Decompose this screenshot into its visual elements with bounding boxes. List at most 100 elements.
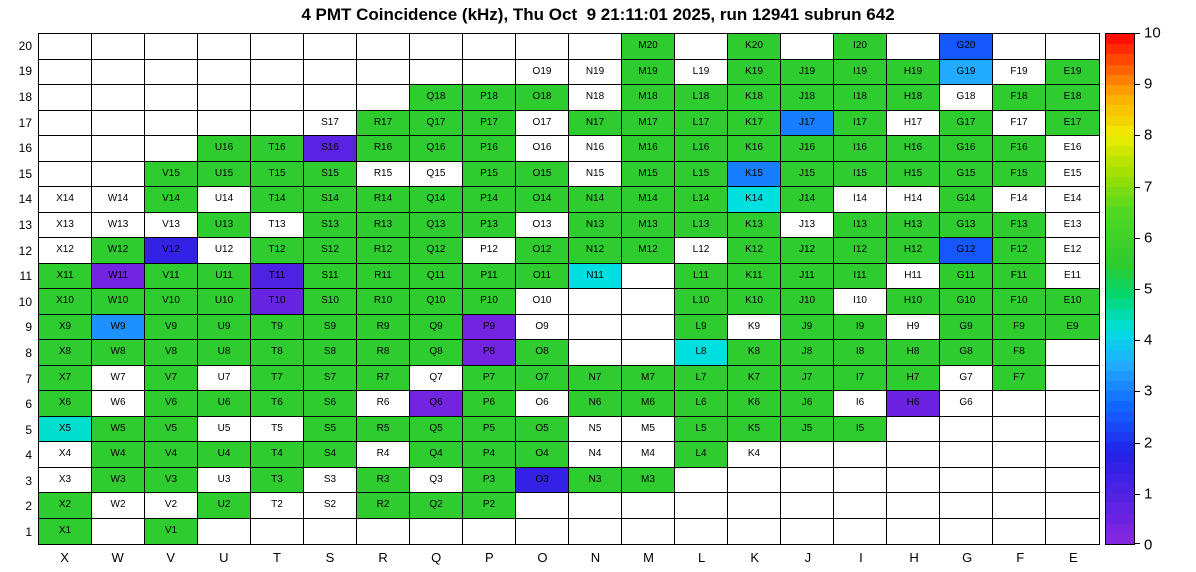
heatmap-cell: V13 [145, 212, 198, 238]
heatmap-cell: P9 [463, 314, 516, 340]
heatmap-cell: S6 [304, 391, 357, 417]
heatmap-cell: I20 [834, 34, 887, 60]
heatmap-cell [622, 289, 675, 315]
heatmap-cell: J7 [781, 365, 834, 391]
heatmap-cell: N18 [569, 85, 622, 111]
heatmap-cell [622, 314, 675, 340]
heatmap-cell: F9 [993, 314, 1046, 340]
y-axis-label: 20 [18, 38, 32, 53]
heatmap-cell: N19 [569, 59, 622, 85]
heatmap-cell: N5 [569, 416, 622, 442]
heatmap-cell: O15 [516, 161, 569, 187]
y-axis-label: 1 [25, 525, 32, 540]
heatmap-cell: L18 [675, 85, 728, 111]
y-axis-label: 10 [18, 294, 32, 309]
heatmap-cell: M6 [622, 391, 675, 417]
y-axis-label: 18 [18, 89, 32, 104]
colorbar-segment [1106, 442, 1134, 453]
heatmap-cell: F11 [993, 263, 1046, 289]
y-axis-label: 8 [25, 345, 32, 360]
heatmap-cell: R2 [357, 493, 410, 519]
heatmap-cell: L14 [675, 187, 728, 213]
heatmap-cell: U9 [198, 314, 251, 340]
heatmap-cell: R11 [357, 263, 410, 289]
heatmap-cell: Q9 [410, 314, 463, 340]
heatmap-cell [675, 34, 728, 60]
y-axis-label: 6 [25, 397, 32, 412]
heatmap-cell [357, 85, 410, 111]
heatmap-cell: M14 [622, 187, 675, 213]
colorbar-segment [1106, 391, 1134, 402]
heatmap-cell: W3 [92, 467, 145, 493]
x-axis-label: K [750, 550, 760, 565]
heatmap-cell: F15 [993, 161, 1046, 187]
heatmap-cell: K5 [728, 416, 781, 442]
heatmap-cell: S15 [304, 161, 357, 187]
heatmap-cell [728, 467, 781, 493]
heatmap-cell: X11 [39, 263, 92, 289]
heatmap-cell: L15 [675, 161, 728, 187]
heatmap-cell: V6 [145, 391, 198, 417]
heatmap-cell: S9 [304, 314, 357, 340]
heatmap-cell: H9 [887, 314, 940, 340]
x-axis-label: Q [431, 550, 442, 565]
heatmap-cell: F10 [993, 289, 1046, 315]
colorbar-segment [1106, 187, 1134, 198]
heatmap-cell: M18 [622, 85, 675, 111]
heatmap-cell: J12 [781, 238, 834, 264]
heatmap-cell: J15 [781, 161, 834, 187]
heatmap-cell: M3 [622, 467, 675, 493]
heatmap-cell: H18 [887, 85, 940, 111]
heatmap-cell [463, 518, 516, 544]
heatmap-cell: T14 [251, 187, 304, 213]
heatmap-cell [198, 110, 251, 136]
heatmap-cell: V9 [145, 314, 198, 340]
heatmap-cell: T10 [251, 289, 304, 315]
heatmap-cell [675, 467, 728, 493]
heatmap-cell: W4 [92, 442, 145, 468]
x-axis-label: T [272, 550, 281, 565]
heatmap-cell [304, 59, 357, 85]
heatmap-cell [993, 467, 1046, 493]
heatmap-cell: R4 [357, 442, 410, 468]
heatmap-cell: O13 [516, 212, 569, 238]
colorbar-segment [1106, 268, 1134, 279]
colorbar-segment [1106, 493, 1134, 504]
heatmap-cell: K7 [728, 365, 781, 391]
x-axis-label: G [962, 550, 973, 565]
x-axis-label: P [484, 550, 494, 565]
heatmap-cell: P16 [463, 136, 516, 162]
heatmap-cell: K11 [728, 263, 781, 289]
colorbar-tick [1135, 340, 1140, 342]
heatmap-cell: O11 [516, 263, 569, 289]
heatmap-cell: P11 [463, 263, 516, 289]
heatmap-cell [569, 289, 622, 315]
heatmap-cell: Q2 [410, 493, 463, 519]
heatmap-cell: H15 [887, 161, 940, 187]
heatmap-cell: R10 [357, 289, 410, 315]
heatmap-cell: K15 [728, 161, 781, 187]
heatmap-cell: I15 [834, 161, 887, 187]
heatmap-cell: Q10 [410, 289, 463, 315]
heatmap-cell: Q5 [410, 416, 463, 442]
heatmap-cell: S16 [304, 136, 357, 162]
heatmap-cell: K6 [728, 391, 781, 417]
heatmap-cell: V14 [145, 187, 198, 213]
colorbar-segment [1106, 176, 1134, 188]
heatmap-cell: I5 [834, 416, 887, 442]
heatmap-cell: P13 [463, 212, 516, 238]
heatmap-cell: L6 [675, 391, 728, 417]
heatmap-cell [1046, 442, 1099, 468]
heatmap-cell: H7 [887, 365, 940, 391]
colorbar-segment [1106, 421, 1134, 432]
heatmap-cell: E13 [1046, 212, 1099, 238]
heatmap-cell: S11 [304, 263, 357, 289]
heatmap-cell: N6 [569, 391, 622, 417]
heatmap-cell [516, 493, 569, 519]
x-axis-label: V [166, 550, 176, 565]
heatmap-cell: F16 [993, 136, 1046, 162]
heatmap-cell [569, 493, 622, 519]
heatmap-cell: W11 [92, 263, 145, 289]
heatmap-cell: O17 [516, 110, 569, 136]
heatmap-cell: S12 [304, 238, 357, 264]
